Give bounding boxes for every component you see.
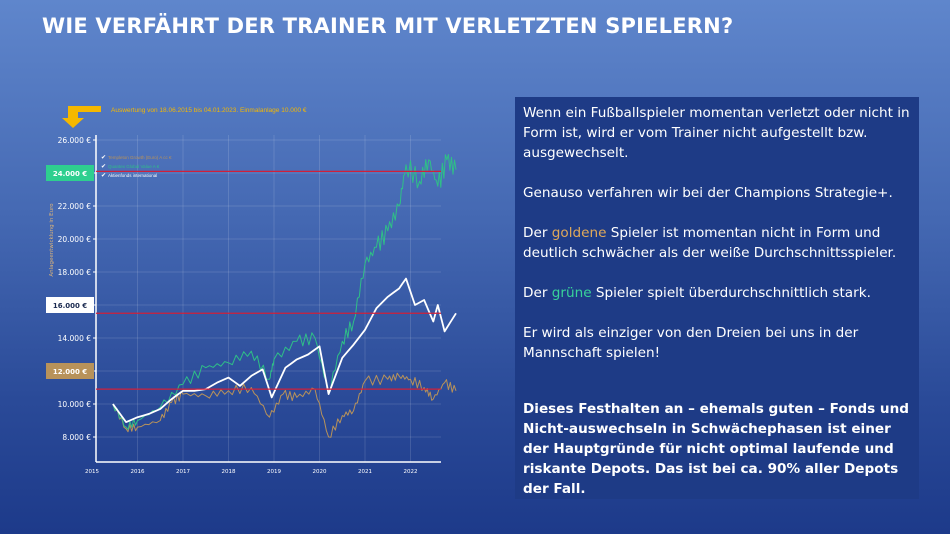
y-tick-label: 26.000 € xyxy=(58,136,92,145)
text: Spieler spielt überdurchschnittlich star… xyxy=(591,285,871,301)
text: Der xyxy=(523,285,552,301)
legend-entry: Aktienfonds international xyxy=(108,173,157,178)
check-icon: ✔ xyxy=(101,154,106,161)
check-icon: ✔ xyxy=(101,163,106,170)
y-tick-label: 10.000 € xyxy=(58,400,92,409)
chart-subtitle: Auswertung von 18.06.2015 bis 04.01.2023… xyxy=(111,107,307,114)
x-tick-label: 2016 xyxy=(131,469,145,475)
text: Spieler ist momentan nicht in Form und d… xyxy=(523,225,897,261)
y-tick-label: 14.000 € xyxy=(58,334,92,343)
paragraph-4: Der grüne Spieler spielt überdurchschnit… xyxy=(523,283,911,303)
x-tick-label: 2017 xyxy=(176,469,190,475)
paragraph-1: Wenn ein Fußballspieler momentan verletz… xyxy=(523,105,910,161)
x-tick-label: 2021 xyxy=(358,469,372,475)
x-tick-label: 2015 xyxy=(85,469,99,475)
arrow-down-icon xyxy=(62,106,101,128)
check-icon: ✔ xyxy=(101,172,106,179)
paragraph-5: Er wird als einziger von den Dreien bei … xyxy=(523,325,859,361)
green-highlight: grüne xyxy=(551,285,592,301)
paragraph-3: Der goldene Spieler ist momentan nicht i… xyxy=(523,223,911,263)
text-panel: Wenn ein Fußballspieler momentan verletz… xyxy=(515,97,919,499)
y-tick-highlight-box xyxy=(46,297,94,313)
x-tick-label: 2020 xyxy=(313,469,327,475)
y-tick-label: 18.000 € xyxy=(58,268,92,277)
y-tick-label: 12.000 € xyxy=(53,368,87,376)
y-tick-highlight-box xyxy=(46,165,94,181)
text: Der xyxy=(523,225,552,241)
x-tick-label: 2018 xyxy=(222,469,236,475)
y-tick-label: 20.000 € xyxy=(58,235,92,244)
series-line-3 xyxy=(112,277,457,424)
y-axis-label: Anlageentwicklung in Euro xyxy=(49,203,55,277)
performance-chart: 8.000 € 10.000 € 12.000 € 14.000 € 16.000 € 1… xyxy=(46,106,457,475)
legend-entry: Templeton Growth (Euro) A cc € xyxy=(108,155,172,160)
paragraph-6: Dieses Festhalten an – ehemals guten – F… xyxy=(523,401,909,497)
x-tick-label: 2022 xyxy=(404,469,418,475)
gold-highlight: goldene xyxy=(551,225,607,241)
paragraph-2: Genauso verfahren wir bei der Champions … xyxy=(523,185,893,201)
y-tick-label: 16.000 € xyxy=(53,302,87,310)
series-line-1 xyxy=(112,372,457,438)
y-tick-label: 24.000 € xyxy=(53,170,87,178)
slide-title: WIE VERFÄHRT DER TRAINER MIT VERLETZTEN … xyxy=(42,14,734,38)
x-tick-label: 2019 xyxy=(267,469,281,475)
y-tick-highlight-box xyxy=(46,363,94,379)
series-line-2 xyxy=(112,154,457,430)
legend-entry: Quantex Global Value A € xyxy=(108,164,160,169)
y-tick-label: 8.000 € xyxy=(62,433,91,442)
y-tick-label: 22.000 € xyxy=(58,202,92,211)
